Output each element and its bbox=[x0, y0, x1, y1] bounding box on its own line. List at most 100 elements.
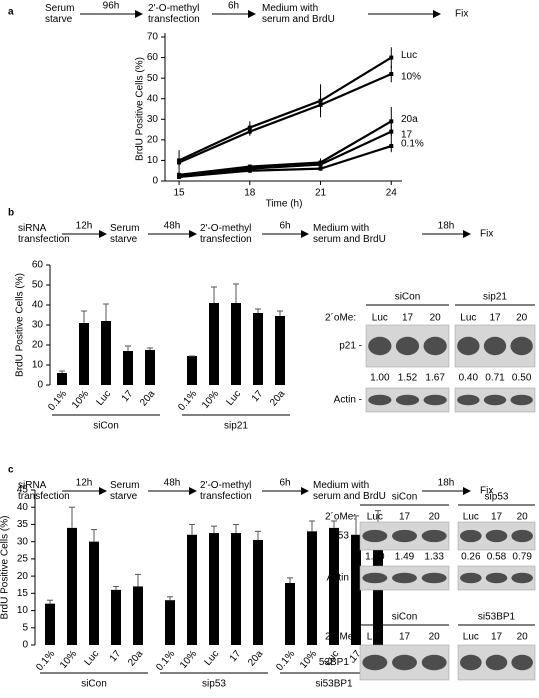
marker bbox=[318, 102, 323, 107]
y-tick-label: 20 bbox=[32, 340, 44, 351]
x-tick-label: 0.1% bbox=[274, 648, 297, 673]
marker bbox=[389, 55, 394, 60]
blot-row-label: p53 - bbox=[332, 531, 355, 542]
blot-band bbox=[510, 394, 533, 406]
quant-label: 1.67 bbox=[425, 373, 445, 384]
x-tick-label: 0.1% bbox=[154, 648, 177, 673]
marker bbox=[318, 166, 323, 171]
bar bbox=[285, 583, 295, 645]
blot-band bbox=[392, 529, 417, 543]
blot-group-label: sip21 bbox=[483, 292, 507, 303]
series-line bbox=[178, 56, 392, 162]
bar bbox=[329, 527, 339, 645]
group-label: si53BP1 bbox=[315, 679, 353, 690]
x-tick-label: Luc bbox=[225, 389, 244, 408]
bar bbox=[187, 356, 197, 385]
quant-label: 1.52 bbox=[398, 373, 418, 384]
blot-band bbox=[485, 529, 508, 543]
bar bbox=[253, 539, 263, 645]
y-tick-label: 0 bbox=[152, 176, 158, 187]
bar bbox=[165, 600, 175, 645]
timeline-step: Fix bbox=[455, 9, 468, 20]
bar bbox=[209, 533, 219, 645]
timeline-step: Fix bbox=[480, 229, 493, 240]
blot-band bbox=[362, 572, 388, 584]
y-tick-label: 50 bbox=[32, 280, 44, 291]
blot-band bbox=[483, 336, 507, 356]
timeline-interval: 12h bbox=[76, 478, 93, 489]
quant-label: 0.79 bbox=[512, 552, 532, 563]
bar bbox=[351, 534, 361, 645]
timeline-step: siRNA bbox=[18, 480, 47, 491]
x-tick-label: 17 bbox=[228, 648, 244, 664]
x-tick-label: 17 bbox=[250, 388, 266, 404]
timeline-step: transfection bbox=[18, 234, 70, 245]
lane-label: 20 bbox=[517, 512, 529, 523]
lane-label: Luc bbox=[463, 512, 479, 523]
blot-band bbox=[362, 529, 388, 543]
timeline-step: 2'-O-methyl bbox=[148, 3, 199, 14]
timeline-step: transfection bbox=[200, 491, 252, 502]
y-tick-label: 25 bbox=[17, 554, 29, 565]
blot-band bbox=[395, 394, 420, 406]
y-tick-label: 40 bbox=[147, 93, 159, 104]
y-axis-label: BrdU Positive Cells (%) bbox=[135, 57, 146, 161]
lane-label: 17 bbox=[399, 632, 411, 643]
quant-label: 1.00 bbox=[365, 552, 385, 563]
x-tick-label: 20a bbox=[138, 388, 157, 408]
series-label: 20a bbox=[401, 114, 418, 125]
timeline-interval: 48h bbox=[164, 221, 181, 232]
y-tick-label: 40 bbox=[32, 300, 44, 311]
y-tick-label: 60 bbox=[147, 52, 159, 63]
bar bbox=[307, 531, 317, 645]
lane-label: 17 bbox=[489, 313, 501, 324]
lane-label: Luc bbox=[367, 512, 383, 523]
marker bbox=[389, 72, 394, 77]
blot-band bbox=[362, 654, 388, 671]
y-tick-label: 10 bbox=[32, 360, 44, 371]
blot-band bbox=[511, 529, 533, 543]
x-axis-label: Time (h) bbox=[266, 199, 303, 210]
timeline-step: Serum bbox=[110, 223, 139, 234]
blot-band bbox=[368, 336, 392, 356]
y-tick-label: 35 bbox=[17, 519, 29, 530]
quant-label: 0.71 bbox=[485, 373, 505, 384]
y-tick-label: 60 bbox=[32, 260, 44, 271]
timeline-interval: 48h bbox=[164, 478, 181, 489]
timeline-step: starve bbox=[110, 234, 138, 245]
x-tick-label: 21 bbox=[315, 188, 327, 199]
blot-group-label: si53BP1 bbox=[478, 612, 516, 623]
y-tick-label: 50 bbox=[147, 73, 159, 84]
panel-label: c bbox=[8, 465, 14, 476]
marker bbox=[247, 168, 252, 173]
marker bbox=[389, 119, 394, 124]
blot-band bbox=[485, 572, 508, 584]
blot-row-label: 53BP1 - bbox=[319, 657, 355, 668]
bar bbox=[57, 373, 67, 385]
y-tick-label: 20 bbox=[17, 571, 29, 582]
timeline-step: starve bbox=[110, 491, 138, 502]
lane-label: 20 bbox=[429, 512, 441, 523]
series-line bbox=[178, 120, 392, 176]
blot-band bbox=[457, 394, 480, 406]
blot-group-label: siCon bbox=[392, 612, 418, 623]
series-label: 0.1% bbox=[401, 139, 424, 150]
timeline-step: serum and BrdU bbox=[313, 234, 386, 245]
bar bbox=[187, 534, 197, 645]
blot-band bbox=[485, 654, 508, 671]
timeline-step: transfection bbox=[148, 14, 200, 25]
blot-group-label: sip53 bbox=[485, 492, 509, 503]
quant-label: 0.50 bbox=[512, 373, 532, 384]
blot-band bbox=[511, 654, 533, 671]
lane-label: 20 bbox=[429, 632, 441, 643]
timeline-interval: 6h bbox=[279, 478, 290, 489]
timeline-interval: 12h bbox=[76, 221, 93, 232]
x-tick-label: 17 bbox=[108, 648, 124, 664]
x-tick-label: Luc bbox=[95, 389, 114, 408]
marker bbox=[389, 144, 394, 149]
marker bbox=[177, 160, 182, 165]
bar bbox=[145, 350, 155, 385]
lane-title: 2´oMe: bbox=[325, 511, 356, 523]
bar bbox=[123, 351, 133, 385]
